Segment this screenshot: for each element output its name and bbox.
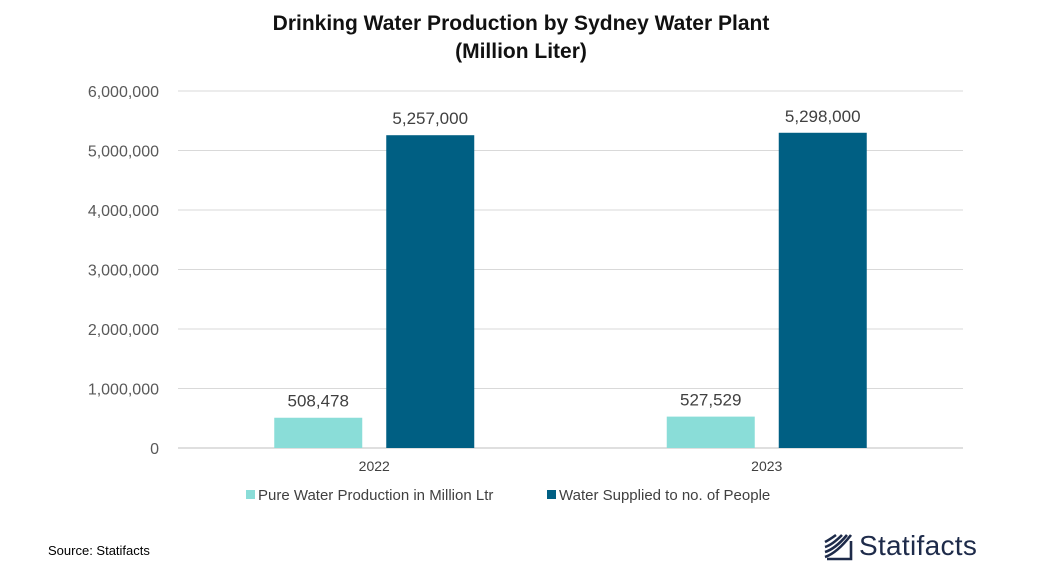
y-tick-label: 3,000,000 bbox=[88, 263, 159, 280]
chart-title-line-1: Drinking Water Production by Sydney Wate… bbox=[272, 12, 770, 35]
y-tick-label: 5,000,000 bbox=[88, 144, 159, 161]
x-tick-label: 2023 bbox=[751, 458, 782, 474]
bar-water-supplied-2023 bbox=[778, 132, 867, 449]
data-label: 5,257,000 bbox=[392, 109, 468, 128]
y-tick-label: 1,000,000 bbox=[88, 382, 159, 399]
legend-swatch bbox=[246, 490, 255, 499]
y-tick-label: 6,000,000 bbox=[88, 84, 159, 101]
bar-pure-water-production-2022 bbox=[274, 417, 363, 448]
chart-title: Drinking Water Production by Sydney Wate… bbox=[0, 10, 1042, 66]
source-note: Source: Statifacts bbox=[48, 543, 150, 558]
legend-swatch bbox=[547, 490, 556, 499]
legend-label: Water Supplied to no. of People bbox=[559, 487, 770, 504]
x-tick-label: 2022 bbox=[359, 458, 390, 474]
y-tick-label: 4,000,000 bbox=[88, 203, 159, 220]
statifacts-logo-icon bbox=[824, 533, 853, 561]
brand: Statifacts bbox=[823, 530, 977, 562]
data-label: 527,529 bbox=[680, 391, 741, 410]
bar-pure-water-production-2023 bbox=[666, 416, 755, 448]
legend-label: Pure Water Production in Million Ltr bbox=[258, 487, 493, 504]
bar-water-supplied-2022 bbox=[386, 135, 475, 448]
data-label: 5,298,000 bbox=[785, 107, 861, 126]
brand-name: Statifacts bbox=[859, 530, 978, 561]
chart-title-line-2: (Million Liter) bbox=[455, 40, 587, 63]
data-label: 508,478 bbox=[288, 392, 349, 411]
y-tick-label: 2,000,000 bbox=[88, 322, 159, 339]
y-tick-label: 0 bbox=[150, 441, 159, 458]
